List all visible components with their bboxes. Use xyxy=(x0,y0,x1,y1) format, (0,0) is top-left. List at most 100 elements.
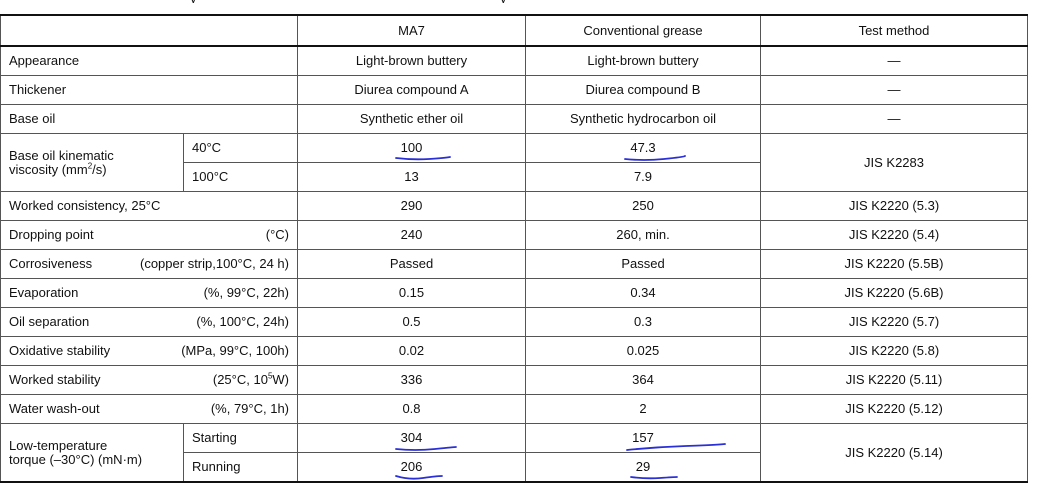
label-dropping-point: Dropping point (°C) xyxy=(0,220,298,250)
header-property xyxy=(0,14,298,47)
header-test-method: Test method xyxy=(760,14,1028,47)
ma7-evaporation: 0.15 xyxy=(297,278,526,308)
row-torque-starting: Low-temperature torque (–30°C) (mN·m) St… xyxy=(0,423,1028,483)
conv-worked-stability: 364 xyxy=(525,365,761,395)
row-torque-running: Running 206 29 xyxy=(1,452,1028,483)
conv-viscosity-100c: 7.9 xyxy=(525,162,761,192)
row-worked-consistency: Worked consistency, 25°C 290 250 JIS K22… xyxy=(0,191,1028,221)
handwritten-underline xyxy=(624,155,687,161)
cond-corrosiveness: (copper strip,100°C, 24 h) xyxy=(140,256,289,271)
method-worked-stability: JIS K2220 (5.11) xyxy=(760,365,1028,395)
conv-dropping-point: 260, min. xyxy=(525,220,761,250)
conv-oil-separation: 0.3 xyxy=(525,307,761,337)
cond-dropping-point: (°C) xyxy=(265,227,289,242)
handwritten-underline xyxy=(394,475,443,480)
method-corrosiveness: JIS K2220 (5.5B) xyxy=(760,249,1028,279)
cond-water-washout: (%, 79°C, 1h) xyxy=(210,401,289,416)
label-appearance: Appearance xyxy=(0,45,298,76)
sub-starting: Starting xyxy=(183,423,298,453)
grease-properties-table: MA7 Conventional grease Test method Appe… xyxy=(0,14,1028,483)
conv-torque-running: 29 xyxy=(525,452,761,483)
cond-oil-separation: (%, 100°C, 24h) xyxy=(196,314,289,329)
handwritten-underline xyxy=(394,156,451,161)
label-corrosiveness: Corrosiveness (copper strip,100°C, 24 h) xyxy=(0,249,298,279)
ma7-water-washout: 0.8 xyxy=(297,394,526,424)
cond-oxidative-stability: (MPa, 99°C, 100h) xyxy=(181,343,289,358)
label-viscosity-line2: viscosity (mm2/s) xyxy=(9,161,107,177)
sub-100c: 100°C xyxy=(183,162,298,192)
ma7-torque-starting: 304 xyxy=(297,423,526,453)
header-conventional-grease: Conventional grease xyxy=(525,14,761,47)
row-viscosity-40c: Base oil kinematic viscosity (mm2/s) 40°… xyxy=(0,133,1028,192)
label-evaporation: Evaporation (%, 99°C, 22h) xyxy=(0,278,298,308)
conv-oxidative-stability: 0.025 xyxy=(525,336,761,366)
conv-evaporation: 0.34 xyxy=(525,278,761,308)
label-torque: Low-temperature torque (–30°C) (mN·m) xyxy=(0,423,184,483)
method-oil-separation: JIS K2220 (5.7) xyxy=(760,307,1028,337)
label-base-oil: Base oil xyxy=(0,104,298,134)
method-base-oil: — xyxy=(760,104,1028,134)
label-viscosity: Base oil kinematic viscosity (mm2/s) xyxy=(0,133,184,192)
row-thickener: Thickener Diurea compound A Diurea compo… xyxy=(0,75,1028,105)
ma7-dropping-point: 240 xyxy=(297,220,526,250)
conv-corrosiveness: Passed xyxy=(525,249,761,279)
sub-40c: 40°C xyxy=(183,133,298,163)
conv-viscosity-40c: 47.3 xyxy=(525,133,761,163)
label-worked-stability: Worked stability (25°C, 105W) xyxy=(0,365,298,395)
cropped-caption-fragment: y y xyxy=(0,0,1037,3)
handwritten-underline xyxy=(629,476,678,480)
cond-worked-stability: (25°C, 105W) xyxy=(212,371,289,387)
row-viscosity-100c: 100°C 13 7.9 xyxy=(1,162,1028,192)
row-oxidative-stability: Oxidative stability (MPa, 99°C, 100h) 0.0… xyxy=(0,336,1028,366)
method-worked-consistency: JIS K2220 (5.3) xyxy=(760,191,1028,221)
conv-torque-starting: 157 xyxy=(525,423,761,453)
row-worked-stability: Worked stability (25°C, 105W) 336 364 JIS… xyxy=(0,365,1028,395)
caption-fragment-left: y xyxy=(190,0,197,3)
method-appearance: — xyxy=(760,45,1028,76)
label-water-washout: Water wash-out (%, 79°C, 1h) xyxy=(0,394,298,424)
handwritten-underline xyxy=(394,446,457,451)
ma7-worked-stability: 336 xyxy=(297,365,526,395)
row-evaporation: Evaporation (%, 99°C, 22h) 0.15 0.34 JIS … xyxy=(0,278,1028,308)
method-thickener: — xyxy=(760,75,1028,105)
cond-evaporation: (%, 99°C, 22h) xyxy=(203,285,289,300)
label-torque-line1: Low-temperature xyxy=(9,437,108,453)
label-thickener: Thickener xyxy=(0,75,298,105)
method-viscosity: JIS K2283 xyxy=(760,133,1028,192)
label-torque-line2: torque (–30°C) (mN·m) xyxy=(9,451,143,467)
underlined-value: 157 xyxy=(626,431,727,451)
table-header-row: MA7 Conventional grease Test method xyxy=(0,14,1028,47)
conv-thickener: Diurea compound B xyxy=(525,75,761,105)
method-dropping-point: JIS K2220 (5.4) xyxy=(760,220,1028,250)
caption-fragment-right: y xyxy=(500,0,507,3)
ma7-thickener: Diurea compound A xyxy=(297,75,526,105)
label-viscosity-line1: Base oil kinematic xyxy=(9,147,114,163)
conv-appearance: Light-brown buttery xyxy=(525,45,761,76)
sub-running: Running xyxy=(183,452,298,483)
underlined-value: 206 xyxy=(394,460,443,480)
header-ma7: MA7 xyxy=(297,14,526,47)
underlined-value: 29 xyxy=(629,460,678,480)
label-oil-separation: Oil separation (%, 100°C, 24h) xyxy=(0,307,298,337)
method-oxidative-stability: JIS K2220 (5.8) xyxy=(760,336,1028,366)
method-torque: JIS K2220 (5.14) xyxy=(760,423,1028,483)
ma7-viscosity-100c: 13 xyxy=(297,162,526,192)
method-water-washout: JIS K2220 (5.12) xyxy=(760,394,1028,424)
conv-worked-consistency: 250 xyxy=(525,191,761,221)
underlined-value: 100 xyxy=(394,141,451,161)
ma7-appearance: Light-brown buttery xyxy=(297,45,526,76)
label-worked-consistency: Worked consistency, 25°C xyxy=(0,191,298,221)
ma7-worked-consistency: 290 xyxy=(297,191,526,221)
handwritten-underline xyxy=(626,443,727,451)
ma7-corrosiveness: Passed xyxy=(297,249,526,279)
ma7-oil-separation: 0.5 xyxy=(297,307,526,337)
underlined-value: 47.3 xyxy=(624,141,687,161)
row-corrosiveness: Corrosiveness (copper strip,100°C, 24 h) … xyxy=(0,249,1028,279)
row-oil-separation: Oil separation (%, 100°C, 24h) 0.5 0.3 JI… xyxy=(0,307,1028,337)
conv-base-oil: Synthetic hydrocarbon oil xyxy=(525,104,761,134)
row-base-oil: Base oil Synthetic ether oil Synthetic h… xyxy=(0,104,1028,134)
conv-water-washout: 2 xyxy=(525,394,761,424)
ma7-torque-running: 206 xyxy=(297,452,526,483)
ma7-base-oil: Synthetic ether oil xyxy=(297,104,526,134)
label-oxidative-stability: Oxidative stability (MPa, 99°C, 100h) xyxy=(0,336,298,366)
